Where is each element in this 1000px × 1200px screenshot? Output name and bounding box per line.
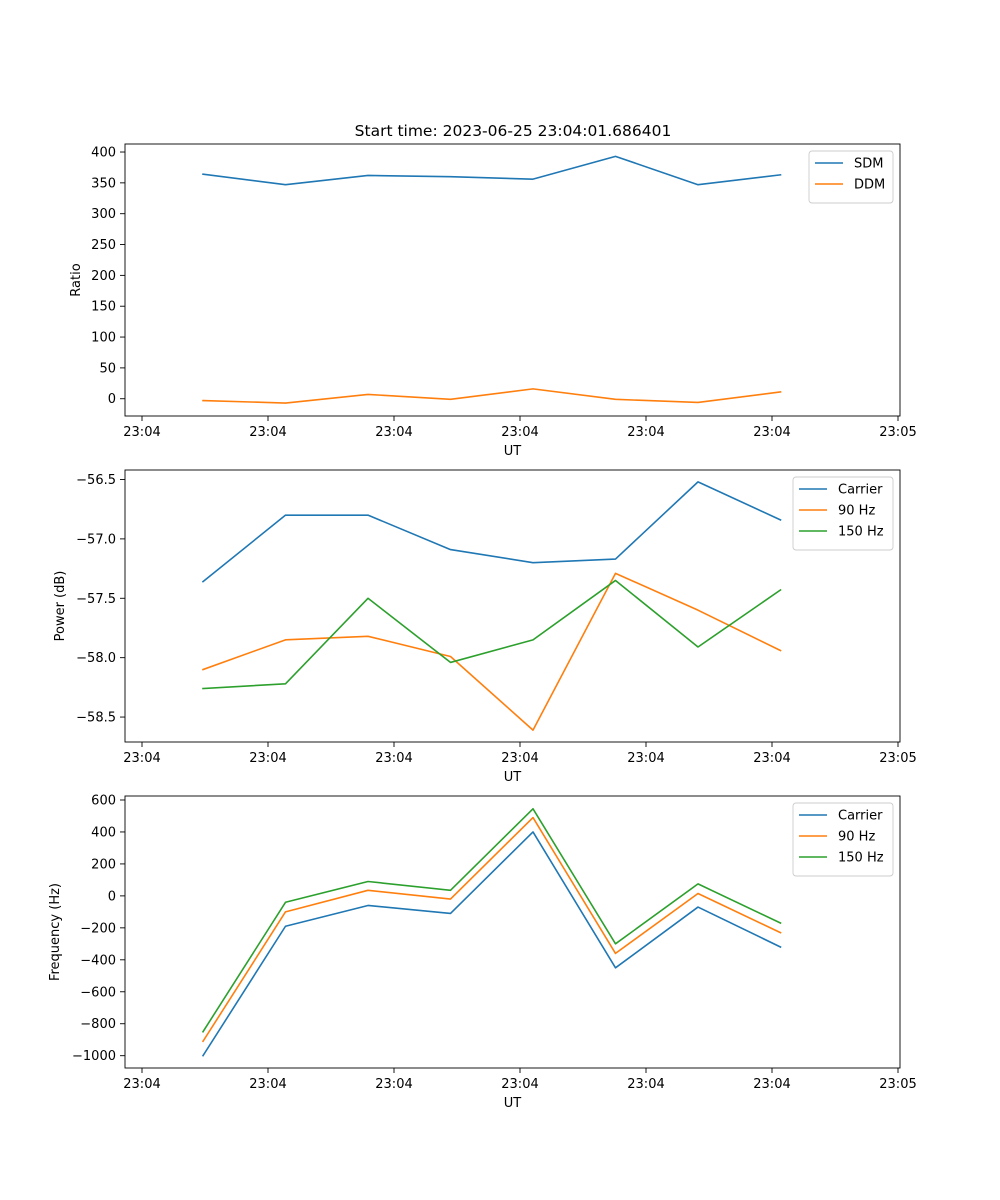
frequency-y-tick-label: 600 (91, 793, 116, 808)
power-y-axis-label: Power (dB) (53, 571, 68, 642)
power-x-tick-label: 23:04 (123, 751, 160, 766)
ratio-x-tick-label: 23:04 (501, 425, 538, 440)
ratio-series-sdm-line (202, 155, 782, 186)
legend-label-90-hz: 90 Hz (838, 830, 875, 845)
frequency-y-axis-label: Frequency (Hz) (48, 883, 63, 981)
ratio-x-tick-label: 23:04 (753, 425, 790, 440)
legend-label-150-hz: 150 Hz (838, 525, 884, 540)
frequency-x-tick-label: 23:04 (501, 1077, 538, 1092)
figure-title: Start time: 2023-06-25 23:04:01.686401 (355, 122, 672, 140)
frequency-x-tick-label: 23:04 (627, 1077, 664, 1092)
ratio-y-tick-label: 300 (91, 207, 116, 222)
ratio-legend: SDM DDM (808, 150, 894, 204)
legend-label-carrier: Carrier (838, 809, 883, 824)
legend-label-90-hz: 90 Hz (838, 504, 875, 519)
ratio-y-tick-label: 50 (99, 361, 116, 376)
frequency-y-tick-label: −600 (80, 985, 116, 1000)
frequency-legend: Carrier 90 Hz 150 Hz (792, 802, 894, 877)
ratio-x-tick-label: 23:04 (123, 425, 160, 440)
power-axes-frame (124, 469, 901, 743)
legend-label-sdm: SDM (854, 157, 883, 172)
power-panel: 23:04 23:04 23:04 23:04 23:04 23:04 23:05 UT −56… (53, 469, 917, 785)
power-x-tick-label: 23:04 (627, 751, 664, 766)
power-x-tick-label: 23:04 (375, 751, 412, 766)
ratio-y-tick-label: 100 (91, 331, 116, 346)
power-y-tick-label: −57.5 (76, 592, 116, 607)
frequency-x-tick-label: 23:04 (753, 1077, 790, 1092)
power-y-tick-label: −58.5 (76, 711, 116, 726)
ratio-y-tick-label: 350 (91, 176, 116, 191)
frequency-x-tick-label: 23:04 (249, 1077, 286, 1092)
ratio-y-tick-label: 200 (91, 269, 116, 284)
power-x-tick-label: 23:04 (249, 751, 286, 766)
power-x-tick-label: 23:05 (879, 751, 916, 766)
power-y-tick-label: −56.5 (76, 473, 116, 488)
power-series-150-hz-line (202, 579, 782, 690)
legend-label-ddm: DDM (854, 178, 885, 193)
frequency-y-tick-label: −200 (80, 921, 116, 936)
ratio-y-tick-label: 400 (91, 146, 116, 161)
ratio-y-tick-label: 150 (91, 300, 116, 315)
frequency-series-150-hz-line (201, 807, 782, 1033)
ratio-x-axis-label: UT (504, 444, 522, 459)
ratio-axes-frame (124, 143, 901, 417)
ratio-x-tick-label: 23:05 (879, 425, 916, 440)
frequency-x-tick-label: 23:04 (375, 1077, 412, 1092)
power-y-tick-label: −57.0 (76, 532, 116, 547)
ratio-y-tick-label: 250 (91, 238, 116, 253)
frequency-y-tick-label: 200 (91, 857, 116, 872)
power-x-axis-label: UT (504, 770, 522, 785)
ratio-x-tick-label: 23:04 (375, 425, 412, 440)
frequency-series-carrier-line (201, 831, 782, 1057)
frequency-series-90-hz-line (201, 816, 782, 1043)
ratio-series-ddm-line (202, 388, 782, 404)
frequency-y-tick-label: −800 (80, 1017, 116, 1032)
power-series-90-hz-line (201, 572, 782, 731)
frequency-y-tick-label: 400 (91, 825, 116, 840)
legend-label-carrier: Carrier (838, 483, 883, 498)
frequency-panel: 23:04 23:04 23:04 23:04 23:04 23:04 23:05 UT 600… (48, 793, 917, 1111)
power-x-tick-label: 23:04 (753, 751, 790, 766)
ratio-x-tick-label: 23:04 (249, 425, 286, 440)
ratio-x-tick-label: 23:04 (627, 425, 664, 440)
ratio-panel: 23:04 23:04 23:04 23:04 23:04 23:04 23:05 UT 0 50… (69, 143, 917, 459)
frequency-x-tick-label: 23:05 (879, 1077, 916, 1092)
power-legend: Carrier 90 Hz 150 Hz (792, 476, 894, 551)
frequency-x-axis-label: UT (504, 1096, 522, 1111)
power-series-carrier-line (201, 481, 782, 583)
power-y-tick-label: −58.0 (76, 651, 116, 666)
frequency-x-tick-label: 23:04 (123, 1077, 160, 1092)
frequency-axes-frame (124, 795, 901, 1069)
frequency-y-tick-label: −400 (80, 953, 116, 968)
ratio-y-tick-label: 0 (108, 392, 116, 407)
legend-label-150-hz: 150 Hz (838, 851, 884, 866)
frequency-y-tick-label: 0 (108, 889, 116, 904)
ratio-y-axis-label: Ratio (69, 263, 84, 296)
ratio-legend-box (808, 150, 894, 204)
frequency-y-tick-label: −1000 (72, 1049, 116, 1064)
power-x-tick-label: 23:04 (501, 751, 538, 766)
